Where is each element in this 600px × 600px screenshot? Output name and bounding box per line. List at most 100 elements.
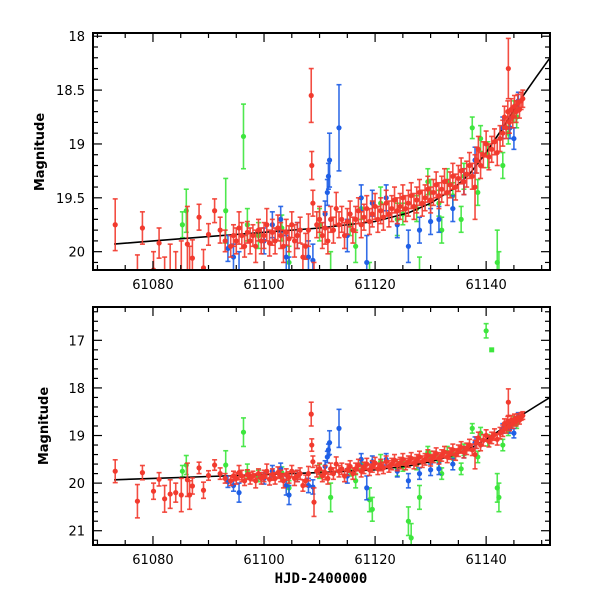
y-tick-label: 17	[68, 334, 85, 349]
data-point	[441, 449, 448, 455]
data-point	[469, 447, 475, 453]
data-point	[458, 216, 464, 222]
data-point	[480, 152, 486, 158]
data-point	[511, 430, 517, 436]
data-point	[319, 232, 325, 239]
data-point	[244, 229, 250, 235]
data-point	[439, 227, 445, 233]
bottom-frame	[92, 306, 551, 546]
data-point	[461, 179, 467, 185]
data-point	[255, 471, 262, 477]
data-point	[483, 328, 489, 334]
data-point	[411, 203, 417, 210]
data-point	[458, 168, 464, 174]
data-point	[275, 225, 281, 231]
series-red	[112, 388, 526, 519]
data-point	[187, 492, 193, 498]
data-point	[469, 425, 475, 431]
data-point	[272, 475, 278, 481]
data-point	[483, 432, 489, 439]
data-point	[236, 271, 241, 276]
data-point	[336, 222, 342, 228]
data-point	[308, 92, 314, 99]
data-point	[464, 171, 470, 177]
data-point	[511, 135, 517, 142]
data-point	[364, 259, 370, 266]
data-point	[486, 154, 492, 160]
data-point	[189, 483, 195, 489]
data-point	[328, 494, 334, 500]
data-point	[305, 227, 312, 233]
data-point	[350, 227, 356, 233]
data-point	[416, 227, 423, 233]
data-point	[458, 466, 464, 472]
data-point	[266, 240, 273, 246]
data-point	[269, 229, 275, 235]
data-point	[156, 240, 162, 246]
data-point	[358, 195, 364, 201]
data-point	[310, 257, 316, 263]
data-point	[355, 462, 362, 468]
data-point	[217, 227, 223, 233]
data-point	[283, 482, 289, 489]
data-point	[416, 471, 423, 477]
data-point	[230, 232, 237, 239]
data-point	[444, 189, 450, 196]
x-tick-label: 61080	[132, 278, 173, 293]
data-point	[311, 292, 316, 297]
data-point	[316, 216, 323, 222]
data-point	[450, 205, 456, 212]
data-point	[500, 162, 506, 169]
data-point	[300, 482, 306, 489]
data-point	[477, 135, 484, 142]
data-point	[344, 218, 350, 225]
data-point	[328, 281, 333, 286]
data-point	[391, 457, 398, 463]
data-point	[469, 125, 475, 131]
data-point	[162, 496, 168, 502]
data-point	[333, 205, 339, 212]
data-point	[372, 203, 378, 210]
data-point	[330, 227, 337, 233]
data-point	[400, 195, 406, 201]
data-point	[450, 447, 456, 453]
data-point	[375, 216, 381, 222]
data-point	[112, 222, 118, 228]
data-point	[477, 162, 484, 169]
data-point	[405, 243, 412, 249]
data-point	[308, 411, 314, 417]
data-point	[391, 197, 398, 203]
data-point	[361, 214, 367, 220]
data-point	[408, 193, 414, 199]
data-point	[310, 459, 316, 465]
data-point	[297, 227, 303, 233]
data-point	[409, 373, 414, 378]
data-point	[283, 254, 289, 260]
data-point	[156, 476, 162, 482]
data-point	[309, 442, 315, 448]
x-tick-label: 61140	[465, 553, 506, 568]
data-point	[239, 232, 245, 239]
data-point	[364, 485, 370, 491]
data-point	[167, 491, 173, 497]
x-tick-label: 61120	[354, 278, 395, 293]
data-point	[341, 473, 348, 479]
data-point	[369, 506, 375, 512]
data-point	[364, 461, 370, 467]
x-tick-label: 61140	[465, 278, 506, 293]
data-point	[247, 238, 253, 244]
bottom-ticks: 61080 61100 61120 61140 17 18 19 20 21	[68, 307, 550, 568]
data-point	[250, 232, 256, 239]
data-point	[233, 238, 239, 244]
data-point	[353, 216, 359, 222]
data-point	[500, 130, 506, 136]
data-point	[305, 471, 312, 477]
data-point	[496, 494, 502, 500]
data-point	[386, 211, 392, 217]
data-point	[303, 478, 309, 484]
data-point	[428, 218, 434, 225]
data-point	[184, 241, 190, 247]
data-point	[358, 222, 364, 228]
data-point	[112, 468, 118, 474]
data-point	[253, 478, 259, 484]
